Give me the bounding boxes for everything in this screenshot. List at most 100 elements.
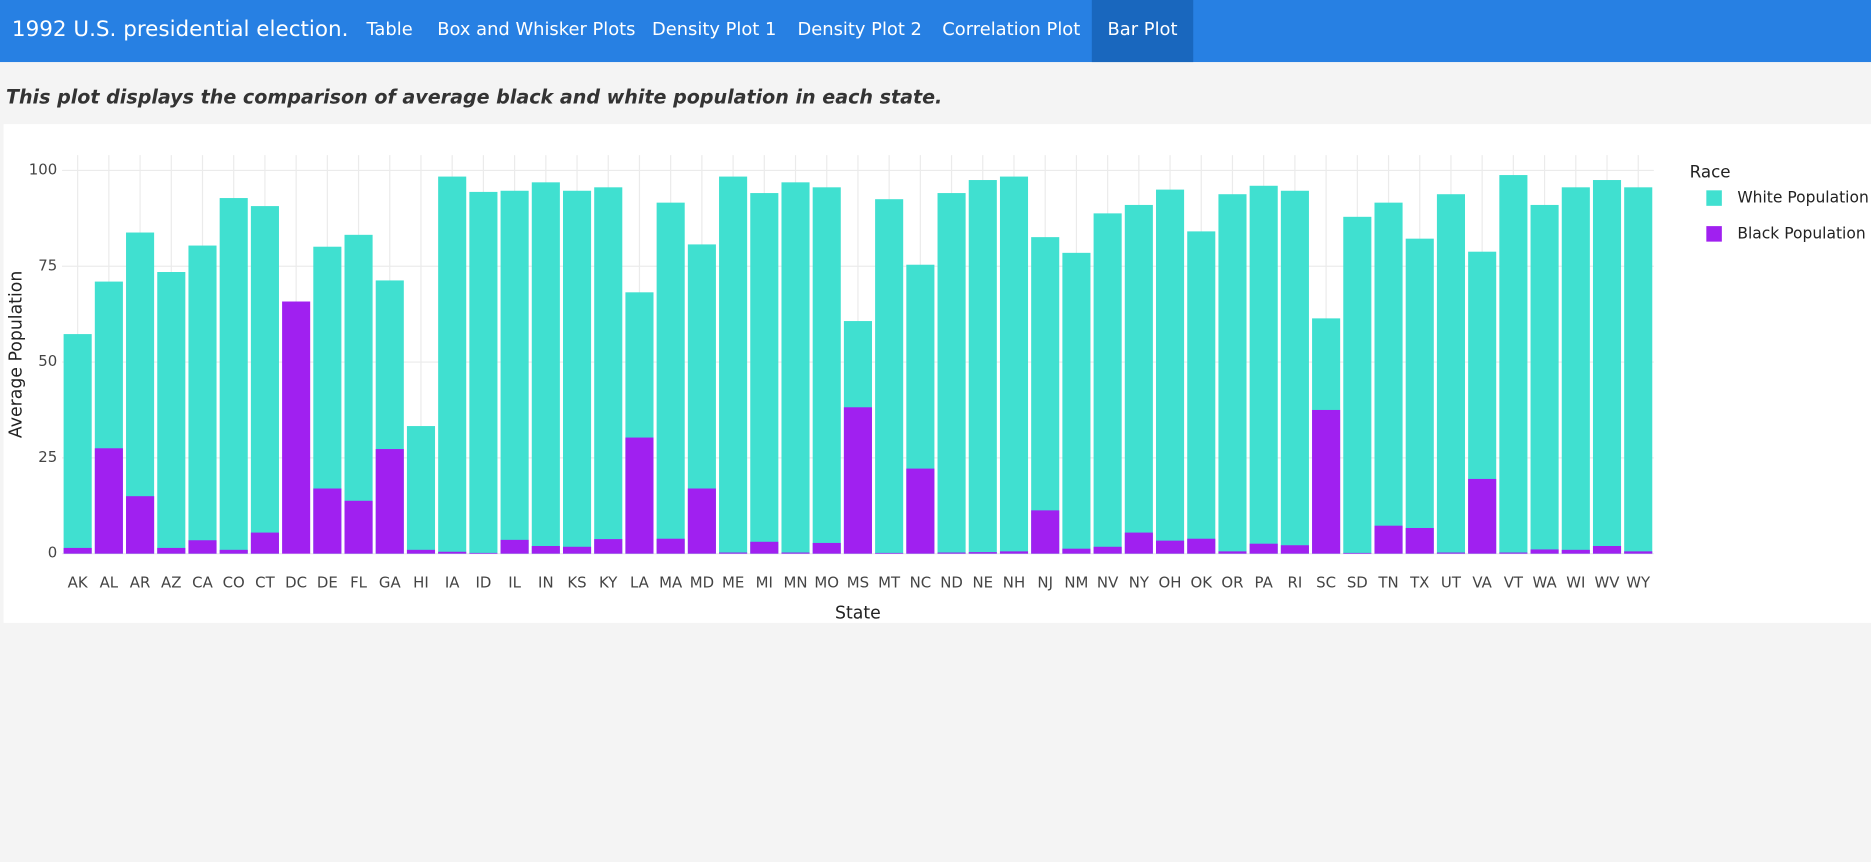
bar <box>1062 548 1091 554</box>
y-tick-label: 100 <box>29 160 57 178</box>
x-tick-label: KY <box>599 573 618 591</box>
legend-swatch <box>1706 226 1722 242</box>
bar <box>594 539 623 554</box>
legend-swatch <box>1706 190 1722 206</box>
bar <box>999 551 1029 554</box>
x-tick-label: KS <box>567 573 586 591</box>
x-tick-label: WI <box>1566 573 1585 591</box>
x-tick-label: MD <box>690 573 714 591</box>
x-tick-label: FL <box>350 573 368 591</box>
bar <box>500 539 529 554</box>
nav-tab[interactable]: Table <box>365 19 412 40</box>
x-tick-label: SC <box>1316 573 1336 591</box>
x-tick-label: HI <box>413 573 429 591</box>
description: This plot displays the comparison of ave… <box>6 85 942 108</box>
bar <box>531 182 560 554</box>
x-tick-label: DE <box>317 573 338 591</box>
bar <box>1031 237 1060 554</box>
bar <box>656 202 685 554</box>
bar <box>188 540 217 554</box>
bar <box>875 552 904 554</box>
y-tick-label: 50 <box>38 352 57 370</box>
x-tick-label: DC <box>285 573 307 591</box>
navbar <box>0 0 1871 63</box>
x-tick-label: TN <box>1377 573 1398 591</box>
bar <box>438 551 467 554</box>
x-tick-label: LA <box>630 573 650 591</box>
bar <box>1093 213 1122 554</box>
bar <box>1530 549 1559 554</box>
bar <box>63 334 92 554</box>
y-tick-label: 25 <box>38 448 57 466</box>
nav-tab[interactable]: Bar Plot <box>1108 19 1178 40</box>
x-tick-label: MI <box>756 573 773 591</box>
bar <box>282 301 311 554</box>
bar <box>999 176 1029 554</box>
x-tick-label: VT <box>1504 573 1524 591</box>
x-tick-label: CO <box>223 573 245 591</box>
y-tick-label: 75 <box>38 256 57 274</box>
bar <box>63 547 92 554</box>
bar <box>750 541 779 554</box>
bar <box>219 198 248 554</box>
bar <box>812 542 841 554</box>
x-tick-label: AR <box>130 573 151 591</box>
x-tick-label: RI <box>1288 573 1303 591</box>
bar <box>157 547 186 554</box>
legend-label: White Population <box>1737 189 1868 207</box>
bar <box>562 190 592 554</box>
x-tick-label: NC <box>910 573 932 591</box>
x-tick-label: AL <box>100 573 119 591</box>
bar <box>781 182 810 554</box>
x-tick-label: MA <box>659 573 683 591</box>
bar <box>1405 238 1434 554</box>
bar <box>719 176 748 554</box>
bar <box>1124 204 1153 554</box>
bar <box>126 496 155 554</box>
x-tick-label: NH <box>1003 573 1025 591</box>
bar <box>250 532 279 554</box>
y-axis-title: Average Population <box>7 271 27 438</box>
bar <box>1561 187 1590 554</box>
bar <box>94 448 123 554</box>
x-tick-label: WV <box>1595 573 1621 591</box>
bar <box>1280 545 1309 554</box>
bar <box>1592 546 1622 554</box>
bar <box>1249 185 1278 554</box>
bar <box>656 538 685 554</box>
nav-tab[interactable]: Box and Whisker Plots <box>437 19 635 40</box>
nav-tab[interactable]: Correlation Plot <box>942 19 1080 40</box>
bar <box>1405 527 1434 554</box>
bar <box>875 199 904 554</box>
x-tick-label: NJ <box>1037 573 1053 591</box>
bar <box>719 552 748 554</box>
nav-tab[interactable]: Density Plot 2 <box>798 19 922 40</box>
bar <box>562 546 592 554</box>
x-tick-label: MN <box>784 573 808 591</box>
bar <box>1499 175 1528 554</box>
bar <box>1156 540 1185 554</box>
bar <box>1343 216 1372 554</box>
x-tick-label: SD <box>1347 573 1368 591</box>
bar <box>250 206 279 554</box>
bar <box>1156 189 1185 554</box>
x-tick-label: AK <box>68 573 89 591</box>
bar <box>500 190 529 554</box>
legend-title: Race <box>1690 162 1731 182</box>
bar <box>843 407 872 554</box>
bar <box>219 549 248 554</box>
bar <box>1218 194 1247 554</box>
nav-tab[interactable]: Density Plot 1 <box>652 19 776 40</box>
x-tick-label: NM <box>1064 573 1088 591</box>
x-tick-label: IA <box>445 573 460 591</box>
bar <box>1312 409 1341 554</box>
x-tick-label: OK <box>1191 573 1214 591</box>
x-tick-label: PA <box>1255 573 1274 591</box>
bar <box>531 546 560 554</box>
x-tick-label: IL <box>508 573 521 591</box>
bar <box>625 437 654 554</box>
x-tick-label: UT <box>1441 573 1462 591</box>
x-tick-label: IN <box>538 573 554 591</box>
